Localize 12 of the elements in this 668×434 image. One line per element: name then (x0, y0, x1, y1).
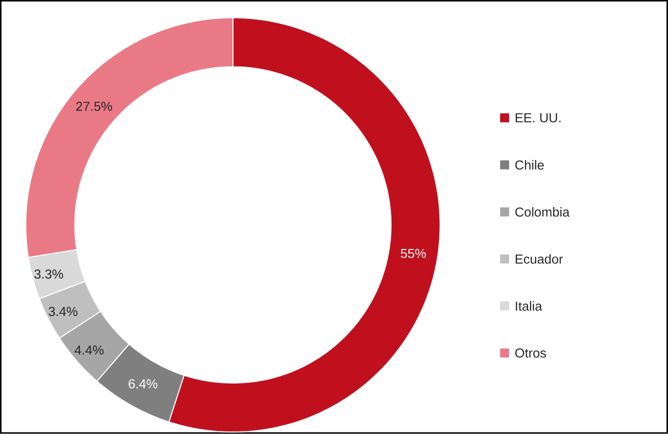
legend-label: Colombia (515, 207, 570, 217)
legend-label: Otros (515, 348, 546, 358)
legend-label: Ecuador (516, 254, 563, 264)
data-label: 3.3% (34, 270, 64, 279)
legend-label: Chile (515, 160, 544, 170)
data-label: 55% (400, 249, 426, 258)
data-label: 6.4% (128, 379, 158, 389)
data-label: 3.4% (48, 306, 78, 316)
data-label: 4.4% (74, 346, 104, 355)
data-label: 27.5% (76, 102, 112, 111)
legend-label: Italia (516, 301, 542, 311)
legend-label: EE. UU. (516, 113, 560, 122)
